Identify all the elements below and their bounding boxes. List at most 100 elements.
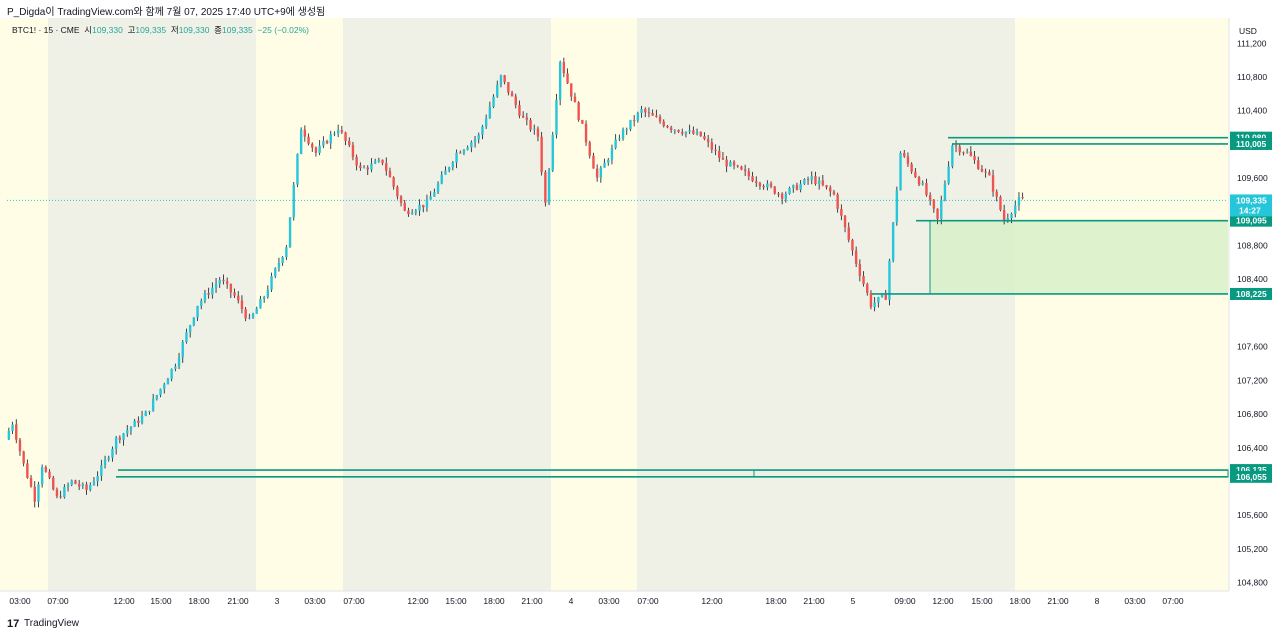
candle-body: [344, 132, 347, 141]
candle: [77, 479, 81, 491]
candle-body: [551, 134, 554, 171]
candle: [906, 152, 910, 167]
symbol-label[interactable]: BTC1! · 15 · CME: [12, 25, 80, 35]
candle-body: [18, 439, 22, 452]
candle-body: [314, 147, 318, 153]
candle-body: [943, 183, 947, 200]
candle-body: [181, 342, 184, 358]
candle: [89, 482, 92, 492]
candle-body: [518, 105, 521, 116]
candle: [403, 199, 406, 212]
candle: [100, 459, 103, 481]
candle-body: [766, 183, 769, 188]
candle-body: [884, 294, 887, 300]
candle: [170, 368, 173, 382]
candle-body: [962, 152, 965, 154]
candle-body: [492, 96, 495, 107]
candle-body: [721, 157, 725, 160]
candle-body: [558, 62, 562, 100]
candle: [632, 115, 636, 127]
candle: [921, 180, 924, 186]
level-tag-bg: [1230, 287, 1272, 300]
candle-body: [980, 169, 984, 172]
candle: [573, 92, 577, 103]
candle-body: [895, 190, 899, 223]
candle-body: [248, 317, 251, 319]
time-tick-label: 12:00: [113, 596, 135, 606]
candle: [281, 256, 284, 266]
candle: [814, 171, 817, 186]
candle-body: [743, 169, 747, 172]
candle-body: [718, 150, 721, 158]
candle: [385, 157, 388, 176]
price-tick-label: 105,200: [1237, 544, 1268, 554]
time-tick-label: 07:00: [1162, 596, 1184, 606]
candle-body: [414, 210, 418, 213]
candle: [877, 296, 880, 308]
candle-body: [795, 185, 799, 190]
candle: [799, 180, 802, 193]
candle-body: [29, 477, 33, 487]
candle-body: [259, 298, 262, 309]
candle-body: [148, 410, 151, 412]
candle-body: [1002, 210, 1006, 221]
candle: [817, 176, 821, 190]
candle-body: [607, 159, 610, 163]
candle-body: [618, 138, 621, 140]
candle: [951, 144, 954, 169]
candle: [903, 150, 906, 158]
candle-body: [825, 185, 828, 188]
candle: [1017, 192, 1021, 211]
candle-body: [977, 160, 980, 170]
candle-body: [784, 193, 788, 199]
candle: [625, 127, 628, 135]
currency-label: USD: [1239, 26, 1257, 36]
candle-body: [185, 332, 188, 343]
candle-body: [810, 176, 813, 181]
candle-body: [769, 183, 773, 187]
candle: [755, 176, 758, 187]
candle: [658, 114, 662, 124]
candle: [473, 136, 477, 148]
candle: [858, 259, 862, 282]
countdown-tag: 14:27: [1239, 205, 1261, 215]
candle: [299, 127, 303, 155]
candle-body: [447, 167, 451, 171]
candle: [928, 192, 932, 206]
candle: [440, 171, 443, 185]
session-band: [48, 18, 256, 591]
candle: [562, 57, 566, 78]
candle: [144, 410, 147, 417]
candle-body: [914, 171, 917, 178]
candle: [329, 130, 332, 150]
candle-body: [681, 132, 684, 134]
candle: [92, 476, 96, 486]
candle-body: [288, 217, 292, 248]
candle: [703, 132, 706, 141]
candle-body: [888, 260, 891, 300]
candle: [529, 118, 532, 132]
candle-body: [377, 159, 381, 162]
candle-body: [958, 146, 961, 153]
candle: [107, 455, 110, 462]
candle-body: [292, 184, 295, 218]
chart-canvas[interactable]: USD 111,200110,800110,400109,600108,8001…: [0, 18, 1280, 618]
session-band: [256, 18, 343, 591]
current-price-tag: 109,335: [1236, 195, 1267, 205]
candle-body: [547, 170, 551, 203]
candle-body: [647, 112, 651, 114]
tradingview-brand[interactable]: TradingView: [24, 618, 80, 629]
candle-body: [274, 268, 277, 277]
candle: [322, 136, 325, 149]
candle: [366, 165, 369, 176]
candle: [7, 427, 11, 441]
candle: [566, 68, 569, 84]
close-label: 종: [214, 25, 222, 35]
tradingview-logo-icon[interactable]: 17: [7, 618, 20, 630]
candle: [507, 82, 510, 96]
candle: [503, 74, 506, 85]
candle: [52, 475, 55, 491]
candle: [118, 435, 122, 444]
candle-body: [373, 161, 377, 164]
candle-body: [595, 168, 599, 178]
